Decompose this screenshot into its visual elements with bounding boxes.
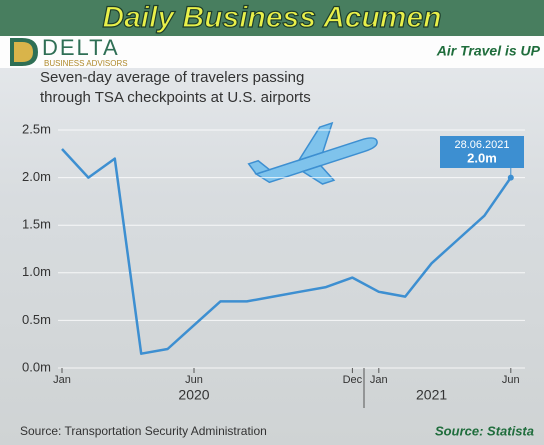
brand: DELTA <box>42 35 120 60</box>
year-label: 2021 <box>416 387 447 403</box>
page-title: Daily Business Acumen <box>102 1 441 34</box>
source: Source: Transportation Security Administ… <box>20 424 267 438</box>
annotation-date: 28.06.2021 <box>454 139 509 151</box>
title-band <box>0 0 544 36</box>
x-tick-label: Jan <box>53 374 71 386</box>
credit: Source: Statista <box>435 423 534 438</box>
line-series <box>61 148 512 355</box>
chart-title: Seven-day average of travelers passing th… <box>40 69 311 106</box>
y-tick-label: 1.0m <box>22 264 51 279</box>
year-label: 2020 <box>178 387 209 403</box>
y-tick-label: 0.0m <box>22 359 51 374</box>
tagline: Air Travel is UP <box>436 43 541 59</box>
y-tick-label: 2.0m <box>22 169 51 184</box>
x-tick-label: Jan <box>370 374 388 386</box>
x-tick-label: Dec <box>343 374 363 386</box>
plane-icon <box>247 121 378 185</box>
annotation-value: 2.0m <box>467 150 497 165</box>
brand-band <box>0 36 544 68</box>
x-tick-label: Jun <box>185 374 203 386</box>
brand-sub: BUSINESS ADVISORS <box>44 59 128 68</box>
y-tick-label: 1.5m <box>22 217 51 232</box>
y-tick-label: 0.5m <box>22 312 51 327</box>
y-tick-label: 2.5m <box>22 121 51 136</box>
logo-icon-inner <box>14 42 33 62</box>
x-tick-label: Jun <box>502 374 520 386</box>
annotation-box <box>440 136 524 168</box>
